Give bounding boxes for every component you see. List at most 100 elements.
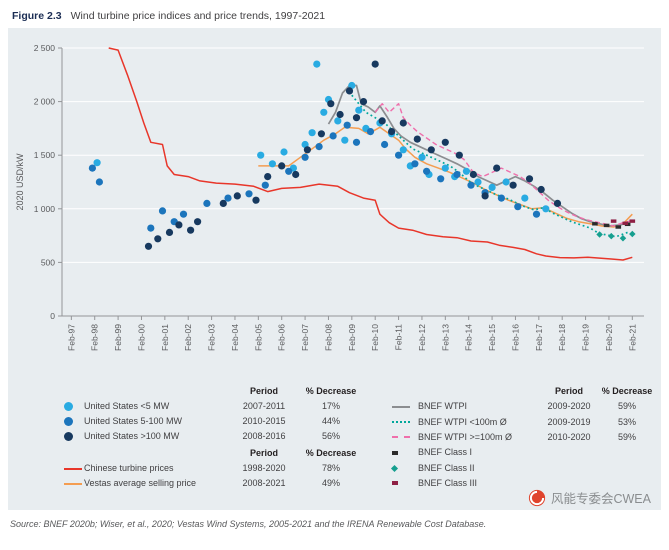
bnef-class2-diamond-icon bbox=[390, 464, 399, 472]
legend-period: 2008-2021 bbox=[242, 478, 286, 488]
legend-spacer bbox=[418, 391, 538, 392]
chinese-prices-line-icon bbox=[64, 467, 82, 470]
decrease-header: % Decrease bbox=[305, 386, 357, 396]
cwea-logo-icon bbox=[528, 489, 546, 506]
chart-panel: 0 500 1 000 1 500 2 000 2 500 Feb-97 Feb-98 Feb-… bbox=[8, 28, 661, 510]
svg-text:Feb-14: Feb-14 bbox=[464, 324, 474, 351]
legend-decrease: 59% bbox=[617, 431, 636, 442]
legend-label: BNEF Class II bbox=[418, 462, 475, 473]
line-bnef-wtpi-100m bbox=[351, 94, 628, 238]
legend-us-grid: Period % Decrease United States <5 MW 200… bbox=[64, 387, 366, 441]
markers-bnef-class-ii bbox=[596, 230, 636, 242]
us-gt100mw-dot-icon bbox=[64, 432, 73, 441]
svg-text:Feb-16: Feb-16 bbox=[510, 324, 520, 351]
bnef-wtpi-gte100-line-icon bbox=[392, 436, 410, 439]
legend-label: United States <5 MW bbox=[84, 401, 170, 411]
svg-text:2 500: 2 500 bbox=[34, 43, 56, 53]
line-vestas-average-selling-price bbox=[258, 126, 633, 228]
period-header: Period bbox=[249, 386, 278, 396]
line-chinese-turbine-prices bbox=[108, 47, 633, 261]
axes: 0 500 1 000 1 500 2 000 2 500 Feb-97 Feb-98 Feb-… bbox=[15, 43, 644, 351]
svg-text:Feb-01: Feb-01 bbox=[160, 324, 170, 351]
svg-text:Feb-17: Feb-17 bbox=[534, 324, 544, 351]
legend-label: Chinese turbine prices bbox=[84, 463, 174, 473]
svg-text:Feb-11: Feb-11 bbox=[394, 324, 404, 351]
legend-label: BNEF Class I bbox=[418, 447, 473, 458]
bnef-wtpi-lt100-line-icon bbox=[392, 421, 410, 424]
figure-text: Wind turbine price indices and price tre… bbox=[70, 10, 326, 22]
us-5-100mw-dot-icon bbox=[64, 417, 73, 426]
bnef-wtpi-line-icon bbox=[392, 405, 410, 408]
legend-decrease: 17% bbox=[321, 401, 340, 411]
svg-text:2020 USD/kW: 2020 USD/kW bbox=[15, 153, 25, 211]
legend-period: 2009-2020 bbox=[547, 401, 591, 412]
legend-spacer bbox=[64, 453, 84, 454]
legend-period: 2007-2011 bbox=[242, 401, 286, 411]
legend-label: BNEF WTPI >=100m Ø bbox=[418, 431, 513, 442]
svg-text:Feb-13: Feb-13 bbox=[440, 324, 450, 351]
svg-text:1 000: 1 000 bbox=[34, 204, 56, 214]
svg-text:Feb-02: Feb-02 bbox=[183, 324, 193, 351]
svg-text:Feb-15: Feb-15 bbox=[487, 324, 497, 351]
us-lt5mw-dot-icon bbox=[64, 402, 73, 411]
svg-text:Feb-06: Feb-06 bbox=[277, 324, 287, 351]
svg-text:Feb-18: Feb-18 bbox=[557, 324, 567, 351]
figure-label: Figure 2.3 bbox=[12, 10, 62, 22]
scatter-united-states-100-mw bbox=[144, 60, 562, 250]
bnef-class1-square-icon bbox=[392, 450, 398, 455]
period-header: Period bbox=[249, 448, 278, 458]
legend-period: 2008-2016 bbox=[242, 431, 286, 441]
legend-lines-grid: Period % Decrease Chinese turbine prices… bbox=[64, 449, 366, 488]
watermark-text: 风能专委会CWEA bbox=[550, 492, 651, 506]
bnef-class3-square-icon bbox=[392, 481, 398, 486]
svg-text:Feb-10: Feb-10 bbox=[370, 324, 380, 351]
svg-text:Feb-05: Feb-05 bbox=[253, 324, 263, 351]
svg-text:Feb-03: Feb-03 bbox=[207, 324, 217, 351]
legend-decrease: 49% bbox=[321, 478, 340, 488]
legend-bnef-grid: Period % Decrease BNEF WTPI 2009-2020 59% B… bbox=[390, 386, 654, 488]
legend-spacer bbox=[84, 453, 232, 454]
decrease-header: % Decrease bbox=[305, 448, 357, 458]
legend-label: BNEF WTPI bbox=[418, 401, 467, 412]
decrease-header: % Decrease bbox=[601, 386, 653, 397]
svg-text:Feb-12: Feb-12 bbox=[417, 324, 427, 351]
legend-spacer bbox=[64, 391, 84, 392]
legend-decrease: 56% bbox=[321, 431, 340, 441]
svg-text:Feb-97: Feb-97 bbox=[66, 324, 76, 351]
legend-decrease: 78% bbox=[321, 463, 340, 473]
svg-text:Feb-09: Feb-09 bbox=[347, 324, 357, 351]
source-note: Source: BNEF 2020b; Wiser, et al., 2020;… bbox=[10, 519, 487, 529]
line-bnef-wtpi bbox=[327, 84, 633, 227]
svg-text:1 500: 1 500 bbox=[34, 150, 56, 160]
line-bnef-wtpi-100m bbox=[374, 102, 633, 227]
legend-label: BNEF Class III bbox=[418, 477, 478, 488]
svg-text:Feb-04: Feb-04 bbox=[230, 324, 240, 351]
watermark: 风能专委会CWEA bbox=[528, 488, 651, 507]
legend-spacer bbox=[84, 391, 232, 392]
legend-period: 2010-2020 bbox=[547, 431, 591, 442]
legend-left-block: Period % Decrease United States <5 MW 200… bbox=[64, 387, 366, 488]
markers-bnef-class-iii bbox=[610, 219, 636, 225]
legend-decrease: 44% bbox=[321, 416, 340, 426]
svg-text:Feb-00: Feb-00 bbox=[136, 324, 146, 351]
svg-text:500: 500 bbox=[41, 257, 55, 267]
legend-label: BNEF WTPI <100m Ø bbox=[418, 416, 507, 427]
legend-period: 1998-2020 bbox=[242, 463, 286, 473]
svg-text:Feb-21: Feb-21 bbox=[627, 324, 637, 351]
legend-period: 2009-2019 bbox=[547, 416, 591, 427]
legend-period: 2010-2015 bbox=[242, 416, 286, 426]
svg-text:0: 0 bbox=[50, 311, 55, 321]
svg-text:Feb-98: Feb-98 bbox=[90, 324, 100, 351]
legend-spacer bbox=[392, 391, 418, 392]
svg-text:Feb-07: Feb-07 bbox=[300, 324, 310, 351]
svg-text:2 000: 2 000 bbox=[34, 97, 56, 107]
legend-label: Vestas average selling price bbox=[84, 478, 197, 488]
figure-title: Figure 2.3 Wind turbine price indices and… bbox=[0, 0, 669, 26]
svg-text:Feb-19: Feb-19 bbox=[581, 324, 591, 351]
legend-label: United States >100 MW bbox=[84, 431, 180, 441]
svg-text:Feb-99: Feb-99 bbox=[113, 324, 123, 351]
legend-decrease: 53% bbox=[617, 416, 636, 427]
legend: Period % Decrease United States <5 MW 200… bbox=[12, 387, 661, 488]
price-chart: 0 500 1 000 1 500 2 000 2 500 Feb-97 Feb-98 Feb-… bbox=[15, 43, 644, 351]
period-header: Period bbox=[554, 386, 583, 397]
